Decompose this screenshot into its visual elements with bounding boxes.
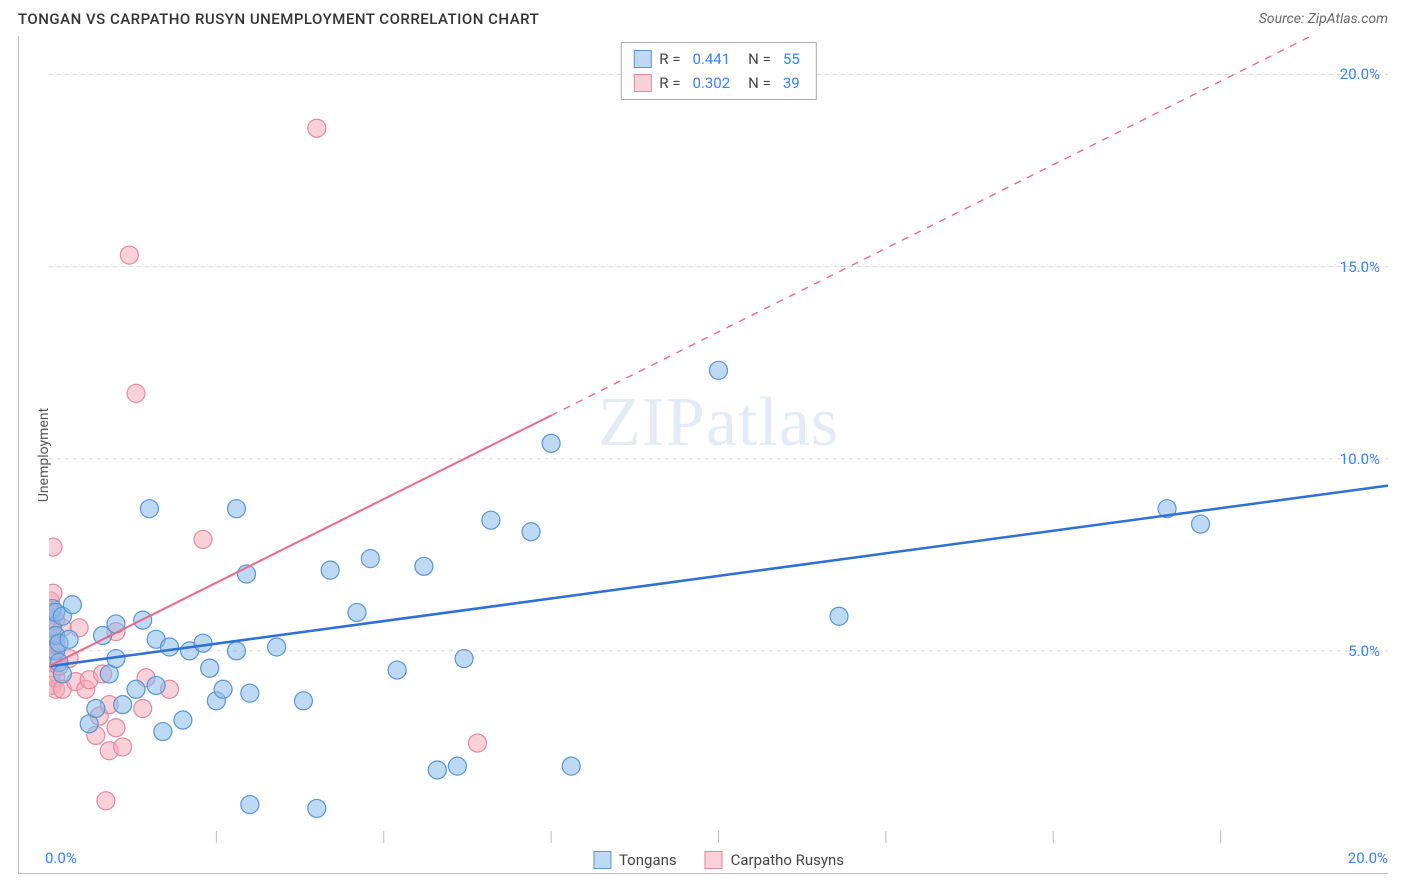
legend-label: Carpatho Rusyns [731, 851, 844, 869]
chart-header: TONGAN VS CARPATHO RUSYN UNEMPLOYMENT CO… [0, 0, 1406, 36]
y-tick-label: 20.0% [1340, 65, 1380, 83]
y-tick-label: 10.0% [1340, 450, 1380, 468]
legend-item: Carpatho Rusyns [705, 851, 844, 869]
r-value: 0.441 [692, 47, 730, 71]
y-tick-label: 15.0% [1340, 258, 1380, 276]
source-attribution: Source: ZipAtlas.com [1259, 11, 1388, 27]
series-legend: Tongans Carpatho Rusyns [593, 851, 844, 869]
n-value: 39 [783, 71, 800, 95]
x-tick-label: 0.0% [45, 849, 77, 867]
legend-item: Tongans [593, 851, 677, 869]
plot-area: ZIPatlas R = 0.441 N = 55 R = 0.302 N = … [49, 36, 1388, 843]
n-label: N = [748, 47, 771, 71]
correlation-row: R = 0.441 N = 55 [633, 47, 803, 71]
r-value: 0.302 [692, 71, 730, 95]
scatter-plot-svg [49, 36, 1388, 843]
legend-swatch [633, 50, 651, 68]
r-label: R = [659, 47, 680, 71]
chart-container: Unemployment ZIPatlas R = 0.441 N = 55 R… [18, 36, 1388, 874]
y-tick-label: 5.0% [1348, 642, 1380, 660]
n-value: 55 [783, 47, 800, 71]
n-label: N = [748, 71, 771, 95]
legend-swatch [633, 74, 651, 92]
legend-swatch [593, 851, 611, 869]
correlation-row: R = 0.302 N = 39 [633, 71, 803, 95]
correlation-legend: R = 0.441 N = 55 R = 0.302 N = 39 [620, 42, 816, 100]
legend-swatch [705, 851, 723, 869]
r-label: R = [659, 71, 680, 95]
x-tick-label: 20.0% [1348, 849, 1388, 867]
chart-title: TONGAN VS CARPATHO RUSYN UNEMPLOYMENT CO… [18, 10, 539, 28]
legend-label: Tongans [619, 851, 677, 869]
